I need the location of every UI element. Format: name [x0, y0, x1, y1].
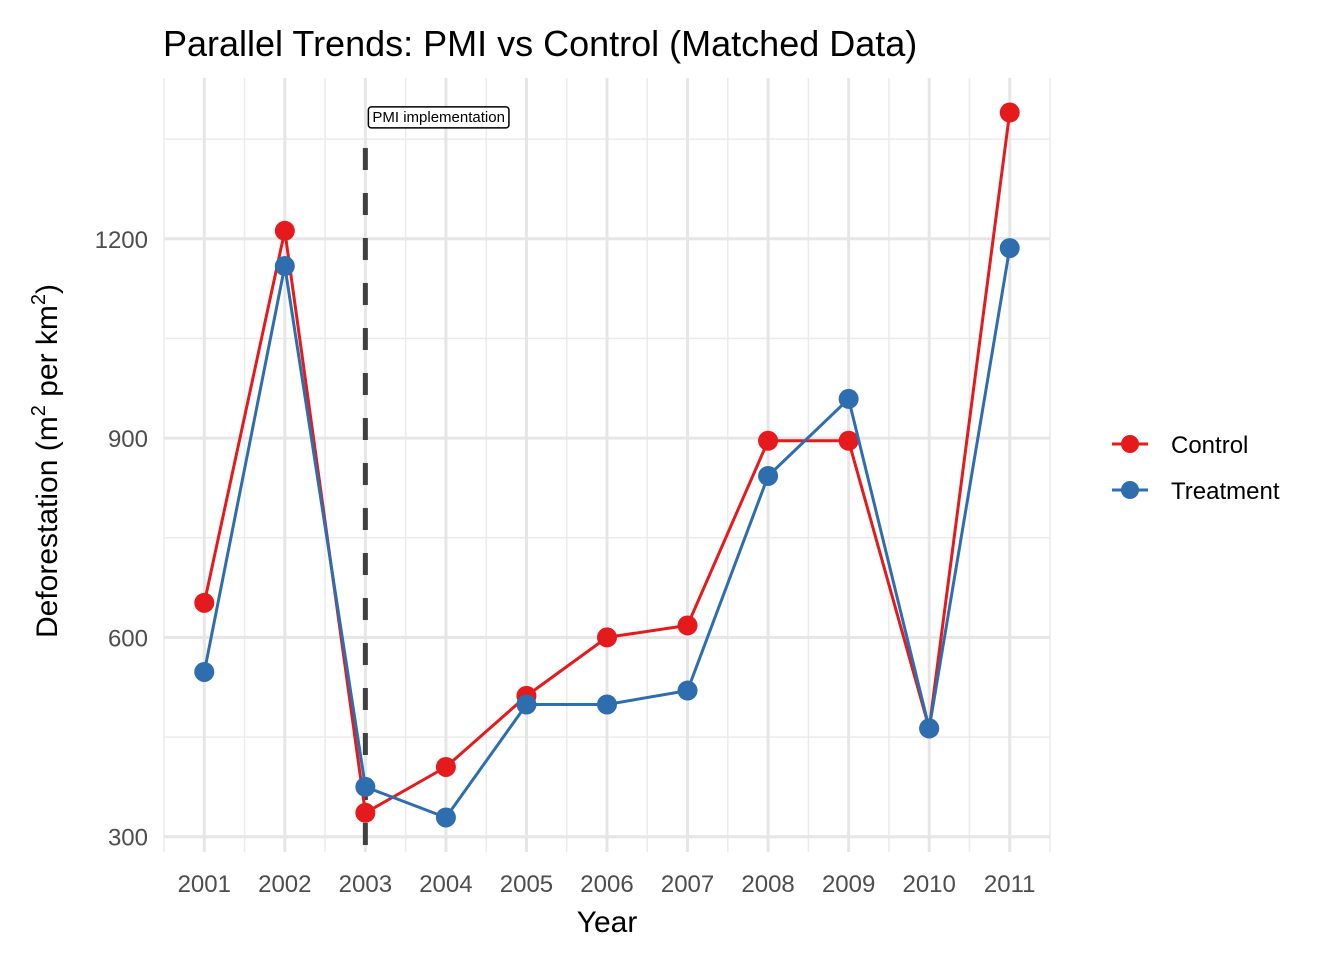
x-axis-ticks: 2001 2002 2003 2004 2005 2006 2007 2008 2009 2010… [178, 871, 1036, 898]
legend: Control Treatment [1112, 432, 1280, 505]
y-axis-title-superscript: 2 [28, 405, 50, 416]
data-point-control [194, 592, 215, 613]
data-point-treatment [274, 256, 295, 277]
data-point-treatment [516, 694, 537, 715]
data-point-treatment [999, 238, 1020, 259]
y-axis-ticks: 300 600 900 1200 [95, 227, 148, 852]
legend-label-treatment: Treatment [1171, 478, 1280, 505]
y-axis-title-part: ) [31, 284, 64, 294]
y-tick-label: 900 [108, 426, 148, 453]
legend-item-control: Control [1112, 432, 1248, 459]
chart-title: Parallel Trends: PMI vs Control (Matched… [163, 23, 917, 64]
legend-marker-treatment [1121, 481, 1139, 499]
data-point-control [999, 102, 1020, 123]
data-point-control [677, 615, 698, 636]
data-point-control [758, 430, 779, 451]
annotation-label: PMI implementation [372, 109, 505, 126]
legend-item-treatment: Treatment [1112, 478, 1280, 505]
y-tick-label: 1200 [95, 227, 148, 254]
legend-label-control: Control [1171, 432, 1248, 459]
x-tick-label: 2002 [258, 871, 311, 898]
annotation-box [367, 106, 510, 129]
major-gridlines [164, 78, 1050, 852]
x-tick-label: 2003 [339, 871, 392, 898]
x-tick-label: 2001 [178, 871, 231, 898]
y-axis-title: Deforestation (m2 per km2) [28, 284, 64, 638]
data-point-treatment [355, 776, 376, 797]
data-point-treatment [838, 388, 859, 409]
x-tick-label: 2004 [419, 871, 472, 898]
data-point-treatment [677, 680, 698, 701]
x-tick-label: 2006 [580, 871, 633, 898]
data-point-treatment [435, 807, 456, 828]
x-tick-label: 2007 [661, 871, 714, 898]
series-layer [194, 102, 1020, 828]
x-tick-label: 2008 [741, 871, 794, 898]
y-axis-title-superscript: 2 [28, 294, 50, 305]
data-point-control [274, 220, 295, 241]
data-point-control [435, 756, 456, 777]
series-treatment [194, 238, 1020, 828]
legend-marker-control [1121, 435, 1139, 453]
data-point-treatment [597, 694, 617, 715]
x-tick-label: 2005 [500, 871, 553, 898]
annotation-layer: PMI implementation [367, 106, 510, 129]
data-point-control [355, 802, 376, 823]
y-axis-title-part: per km [31, 305, 64, 405]
data-point-treatment [758, 465, 779, 486]
y-tick-label: 600 [108, 625, 148, 652]
data-point-control [838, 430, 859, 451]
x-tick-label: 2010 [902, 871, 955, 898]
data-point-treatment [919, 718, 940, 739]
y-axis-title-part: Deforestation (m [31, 416, 64, 638]
x-axis-title: Year [577, 906, 638, 939]
data-point-treatment [194, 661, 215, 682]
x-tick-label: 2011 [984, 871, 1036, 898]
x-tick-label: 2009 [822, 871, 875, 898]
data-point-control [597, 627, 617, 648]
y-tick-label: 300 [108, 825, 148, 852]
